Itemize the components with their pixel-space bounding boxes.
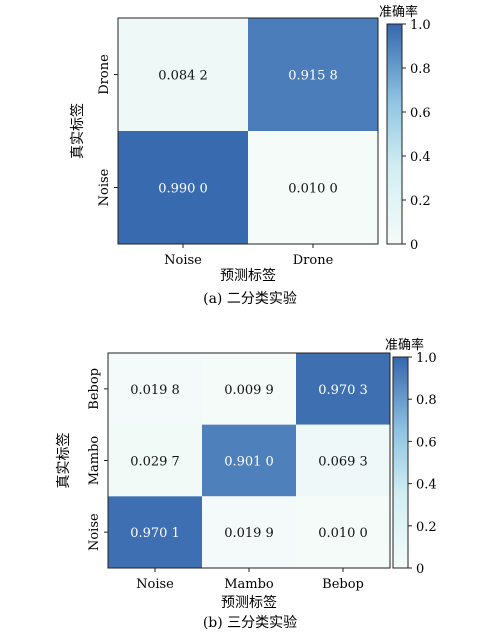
cell-value-label: 0.019 8: [130, 383, 180, 398]
x-tick-label: Noise: [164, 253, 202, 268]
y-tick-label: Noise: [87, 513, 102, 551]
heatmap-cell-r0c0: [108, 353, 202, 425]
y-axis-title: 真实标签: [69, 103, 86, 159]
colorbar: [392, 356, 409, 569]
y-tick-label: Bebop: [87, 368, 102, 410]
y-tick-label: Drone: [97, 54, 112, 95]
y-tick-label: Noise: [97, 168, 112, 206]
x-tick-label: Mambo: [224, 577, 274, 592]
heatmap-cell-r1c1: [248, 131, 378, 244]
colorbar-tick-label: 0.2: [410, 194, 431, 209]
heatmap-cell-r2c1: [202, 496, 296, 568]
heatmap-cell-r1c1: [202, 424, 296, 497]
cell-value-label: 0.990 0: [158, 182, 208, 197]
heatmap-cell-r0c0: [118, 18, 248, 131]
colorbar-tick-label: 0.8: [416, 393, 437, 408]
heatmap-cell-r1c2: [296, 424, 390, 497]
cell-value-label: 0.901 0: [224, 455, 274, 470]
cell-value-label: 0.009 9: [224, 383, 274, 398]
y-axis-title: 真实标签: [55, 433, 72, 489]
colorbar-tick-label: 0: [410, 238, 418, 253]
cell-value-label: 0.029 7: [130, 455, 180, 470]
colorbar-title: 准确率: [385, 337, 424, 353]
colorbar-tick-label: 1.0: [410, 18, 431, 33]
colorbar-tick-label: 0.4: [410, 150, 431, 165]
heatmap-cell-r0c1: [202, 353, 296, 425]
colorbar-title: 准确率: [379, 4, 418, 20]
colorbar-tick-label: 0.2: [416, 520, 437, 535]
colorbar-tick-label: 0.6: [416, 435, 437, 450]
cell-value-label: 0.010 0: [318, 526, 368, 541]
cell-value-label: 0.970 3: [318, 383, 368, 398]
confusion-matrix-binary: 0.084 2 0.915 8 0.990 0 0.010 0 Noise Drone Dr…: [69, 4, 431, 307]
colorbar: [386, 23, 403, 245]
heatmap-cell-r0c1: [248, 18, 378, 131]
cell-value-label: 0.019 9: [224, 526, 274, 541]
heatmap-cell-r0c2: [296, 353, 390, 425]
cell-value-label: 0.970 1: [130, 526, 180, 541]
figure-caption: (b) 三分类实验: [203, 615, 297, 631]
x-tick-label: Drone: [293, 253, 334, 268]
heatmap-cell-r1c0: [108, 424, 202, 497]
heatmap-cell-r2c2: [296, 496, 390, 568]
x-tick-label: Bebop: [322, 577, 364, 592]
colorbar-tick-label: 0.4: [416, 478, 437, 493]
cell-value-label: 0.069 3: [318, 455, 368, 470]
confusion-matrix-three-class: 0.019 8 0.009 9 0.970 3 0.029 7 0.901 0 0.069…: [55, 337, 437, 631]
colorbar-tick-label: 0.6: [410, 106, 431, 121]
heatmap-cell-r2c0: [108, 496, 202, 568]
colorbar-tick-label: 0: [416, 562, 424, 577]
colorbar-tick-label: 1.0: [416, 351, 437, 366]
x-axis-title: 预测标签: [220, 267, 276, 284]
cell-value-label: 0.915 8: [288, 69, 338, 84]
heatmap-cell-r1c0: [118, 131, 248, 244]
y-tick-label: Mambo: [87, 436, 102, 486]
colorbar-tick-label: 0.8: [410, 62, 431, 77]
x-axis-title: 预测标签: [221, 594, 277, 611]
figure-caption: (a) 二分类实验: [203, 291, 297, 307]
plot-frame: [117, 17, 379, 245]
cell-value-label: 0.084 2: [158, 69, 208, 84]
x-tick-label: Noise: [136, 577, 174, 592]
cell-value-label: 0.010 0: [288, 182, 338, 197]
